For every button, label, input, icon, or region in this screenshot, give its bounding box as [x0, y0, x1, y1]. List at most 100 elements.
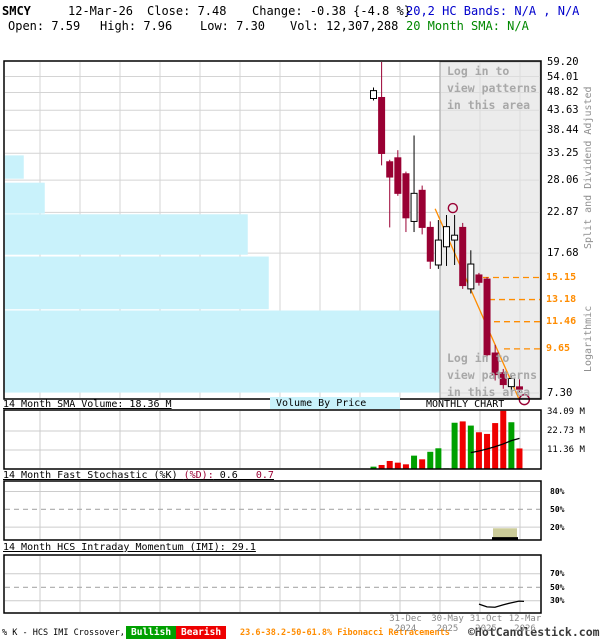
- quote-date: 12-Mar-26: [68, 4, 134, 18]
- date-tick-label: 30-May 2025: [431, 614, 464, 634]
- fibonacci-tick-label: 11.46: [546, 316, 577, 328]
- volume-tick-label: 34.09 M: [547, 407, 585, 418]
- volume-bar: [394, 462, 401, 469]
- candle-body: [459, 226, 467, 287]
- volume-bar: [427, 451, 434, 469]
- candle-body: [386, 161, 394, 178]
- volume-by-price-bar: [4, 182, 45, 214]
- price-tick-label: 48.82: [547, 86, 579, 99]
- low-value: Low: 7.30: [200, 19, 266, 33]
- sma20-value: 20 Month SMA: N/A: [406, 19, 529, 33]
- price-tick-label: 28.06: [547, 174, 579, 187]
- login-overlay-text-top[interactable]: Log in to view patterns in this area: [447, 64, 538, 112]
- volume-panel-title: 14 Month SMA Volume: 18.36 M: [3, 399, 172, 410]
- volume-by-price-bar: [4, 155, 24, 179]
- volume-bar: [516, 448, 523, 469]
- candle-body: [475, 274, 483, 283]
- volume-bar: [459, 421, 466, 469]
- candle-body: [515, 386, 523, 390]
- candle-body: [378, 96, 386, 154]
- candle-body: [418, 189, 426, 228]
- imi-line: [478, 600, 525, 608]
- candle-body: [370, 90, 377, 99]
- fibonacci-legend-label: 23.6-38.2-50-61.8% Fibonacci Retracement…: [240, 628, 450, 638]
- candle-body: [491, 352, 499, 376]
- stoch-title-k: 14 Month Fast Stochastic (%K): [3, 470, 184, 481]
- volume-bar: [378, 464, 385, 469]
- crossover-legend-label: % K - HCS IMI Crossover,: [2, 628, 125, 638]
- stochastic-tick-label: 20%: [550, 522, 565, 532]
- symbol-label: SMCY: [2, 4, 31, 18]
- price-tick-label: 33.25: [547, 147, 579, 160]
- volume-tick-label: 11.36 M: [547, 445, 585, 456]
- fibonacci-tick-label: 13.18: [546, 294, 577, 306]
- open-value: Open: 7.59: [8, 19, 81, 33]
- price-axis-adjusted-label: Split and Dividend Adjusted: [583, 86, 594, 249]
- date-tick-label: 12-Mar 2026: [508, 614, 542, 634]
- price-tick-label: 59.20: [547, 56, 579, 68]
- candle-body: [442, 226, 450, 248]
- high-value: High: 7.96: [100, 19, 173, 33]
- bullish-badge: Bullish: [126, 626, 177, 639]
- date-tick-label: 31-Oct 2025: [469, 614, 503, 634]
- candle-body: [434, 239, 442, 266]
- login-overlay-text-bottom[interactable]: Log in to view patterns in this area: [447, 351, 538, 399]
- volume-by-price-bar: [4, 214, 248, 255]
- volume-value: Vol: 12,307,288: [290, 19, 399, 33]
- candle-body: [499, 372, 507, 386]
- imi-tick-label: 30%: [550, 596, 565, 606]
- bearish-badge: Bearish: [176, 626, 227, 639]
- pattern-circle: [447, 202, 459, 214]
- date-tick-label: 31-Dec 2024: [389, 614, 422, 634]
- volume-bar: [467, 425, 474, 469]
- volume-panel-border: [3, 409, 542, 470]
- candle-body: [410, 192, 418, 222]
- candle-body: [402, 173, 410, 219]
- stoch-d-value: 0.7: [237, 470, 274, 481]
- price-tick-label: 43.63: [547, 104, 579, 117]
- volume-by-price-bar: [4, 310, 443, 393]
- fibonacci-tick-label: 15.15: [546, 272, 577, 284]
- imi-tick-label: 70%: [550, 569, 565, 579]
- imi-panel-title: 14 Month HCS Intraday Momentum (IMI): 29…: [3, 542, 256, 553]
- volume-bar: [419, 459, 426, 469]
- change-value: Change: -0.38 {-4.8 %}: [252, 4, 411, 18]
- volume-bar: [370, 466, 377, 469]
- candle-body: [451, 234, 459, 241]
- candle-body: [507, 378, 515, 388]
- volume-bar: [451, 422, 458, 469]
- price-tick-label: 38.44: [547, 124, 579, 137]
- price-axis-log-label: Logarithmic: [583, 305, 594, 372]
- stochastic-tick-label: 80%: [550, 487, 565, 496]
- vbp-label: Volume By Price: [276, 398, 367, 409]
- price-tick-label: 54.01: [547, 70, 579, 83]
- price-tick-label: 7.30: [547, 387, 573, 399]
- volume-sma-line: [470, 437, 520, 454]
- stochastic-panel-title: 14 Month Fast Stochastic (%K) (%D): 0.6 …: [3, 470, 274, 481]
- stochastic-panel-border: [3, 480, 542, 541]
- imi-panel-border: [3, 554, 542, 614]
- price-tick-label: 22.87: [547, 206, 579, 219]
- volume-bar: [508, 422, 515, 469]
- stochastic-tick-label: 50%: [550, 504, 565, 514]
- volume-bar: [411, 455, 418, 469]
- imi-tick-label: 50%: [550, 582, 565, 592]
- price-tick-label: 17.68: [547, 247, 579, 260]
- vbp-label-highlight: Volume By Price: [270, 397, 400, 409]
- pattern-highlight: [493, 528, 517, 538]
- volume-by-price-bar: [4, 256, 269, 310]
- hc-bands-value: 20,2 HC Bands: N/A , N/A: [406, 4, 580, 18]
- candle-body: [483, 278, 491, 356]
- copyright-link[interactable]: ©HotCandlestick.com: [468, 625, 600, 639]
- volume-bar: [402, 464, 409, 469]
- candle-body: [467, 263, 475, 290]
- fibonacci-tick-label: 9.65: [546, 343, 571, 355]
- monthly-chart-label: MONTHLY CHART: [426, 399, 505, 410]
- volume-tick-label: 22.73 M: [547, 426, 585, 437]
- volume-bar: [386, 460, 393, 469]
- candle-body: [394, 157, 402, 194]
- stoch-k-value: 0.6: [213, 470, 238, 481]
- candle-body: [426, 226, 434, 262]
